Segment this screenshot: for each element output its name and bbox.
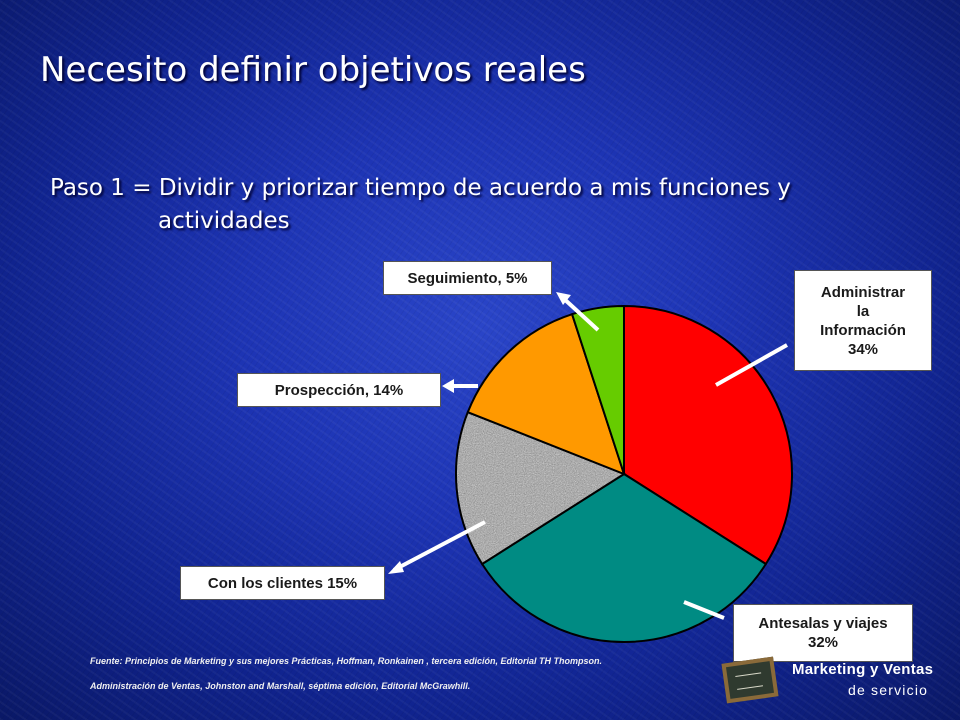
subtitle-line-1: Paso 1 = Dividir y priorizar tiempo de a… [50, 175, 791, 201]
label-seguimiento-text: Seguimiento, 5% [407, 269, 528, 287]
logo-line-1: Marketing y Ventas [792, 661, 934, 678]
label-antesalas: Antesalas y viajes 32% [733, 604, 913, 662]
label-administrar-line-2: la [856, 302, 870, 320]
pie-slices [455, 304, 794, 644]
slide-subtitle: Paso 1 = Dividir y priorizar tiempo de a… [50, 172, 910, 238]
label-administrar-line-4: 34% [847, 340, 879, 358]
pie-slice-seguimiento [570, 304, 625, 475]
label-seguimiento: Seguimiento, 5% [383, 261, 552, 295]
leader-line-antesalas [683, 600, 725, 620]
label-antesalas-line-2: 32% [807, 634, 839, 651]
leader-line-administrar [715, 343, 788, 387]
label-prospeccion-text: Prospección, 14% [274, 381, 404, 399]
source-line-1: Fuente: Principios de Marketing y sus me… [90, 656, 602, 666]
chalkboard-logo-icon [721, 656, 779, 704]
label-administrar-line-1: Administrar [820, 283, 906, 301]
leader-line-clientes [393, 520, 486, 572]
arrowhead-seguimiento [556, 292, 571, 305]
leader-arrowheads [388, 292, 571, 574]
label-clientes: Con los clientes 15% [180, 566, 385, 600]
arrowhead-prospeccion [442, 379, 454, 393]
subtitle-line-2: actividades [158, 208, 290, 234]
label-clientes-text: Con los clientes 15% [207, 574, 358, 592]
pie-slice-clientes [455, 410, 627, 566]
pie-slice-antesalas [480, 472, 768, 644]
label-administrar-line-3: Información [820, 321, 906, 339]
leader-lines [393, 295, 788, 620]
logo-line-2: de servicio [848, 682, 929, 698]
label-administrar: Administrar la Información 34% [794, 270, 932, 371]
slide-title: Necesito definir objetivos reales [40, 50, 586, 90]
source-line-2: Administración de Ventas, Johnston and M… [90, 681, 471, 691]
arrowhead-clientes [388, 561, 404, 574]
label-prospeccion: Prospección, 14% [237, 373, 441, 407]
leader-line-seguimiento [560, 295, 600, 332]
label-antesalas-line-1: Antesalas y viajes [758, 615, 888, 632]
